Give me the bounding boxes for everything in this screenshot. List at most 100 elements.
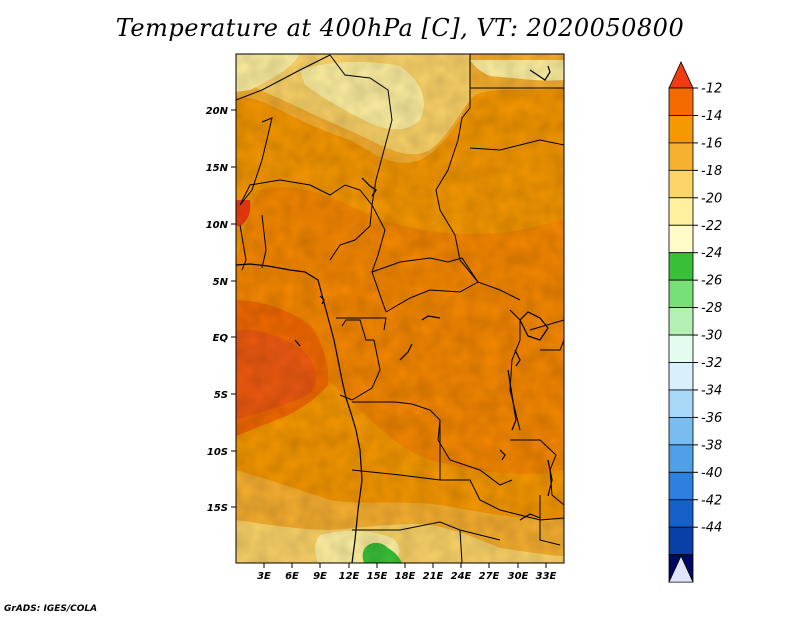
colorbar-box	[668, 416, 694, 446]
border-benin-nigeria	[261, 214, 267, 269]
lake-victoria	[519, 311, 549, 341]
border-uganda-kenya	[529, 319, 564, 331]
border-angola-south	[351, 469, 501, 511]
colorbar-box	[668, 471, 694, 501]
lat-tick-label: 5S	[214, 390, 228, 401]
lat-tick-label: 10N	[206, 220, 229, 231]
border-mali-niger	[239, 117, 273, 206]
island-bioko	[319, 295, 325, 305]
lon-tick-label: 30E	[508, 571, 529, 582]
lake-kariba	[519, 513, 541, 521]
colorbar-box	[668, 526, 694, 556]
colorbar-bottom-arrow	[668, 555, 694, 583]
colorbar-box	[668, 499, 694, 528]
river-congo-b	[399, 343, 413, 361]
border-nigeria-north	[239, 179, 373, 206]
lake-tanganyika	[507, 369, 517, 431]
border-togo	[239, 224, 247, 271]
colorbar-box	[668, 87, 694, 116]
border-namibia-botswana	[352, 521, 501, 541]
border-niger-chad	[329, 54, 393, 206]
lat-axis: 20N 15N 10N 5N EQ 5S 10S 15S	[206, 106, 236, 514]
colorbar-label: -22	[701, 219, 722, 234]
colorbar-box	[668, 142, 694, 171]
border-congo	[339, 339, 381, 401]
lon-tick-label: 18E	[395, 571, 416, 582]
border-car-south	[385, 281, 521, 313]
colorbar-box	[668, 279, 694, 308]
colorbar-box	[668, 197, 694, 226]
lake-kivu	[514, 349, 521, 367]
lat-tick-label: 20N	[206, 106, 229, 117]
colorbar-label: -42	[701, 493, 722, 508]
border-zambia-malawi	[510, 439, 564, 506]
coast-red-sea	[529, 65, 551, 81]
colorbar-label: -12	[701, 82, 722, 97]
lon-tick-label: 12E	[339, 571, 360, 582]
colorbar-label: -30	[701, 329, 722, 344]
border-algeria-niger	[236, 54, 331, 101]
lake-malawi	[547, 459, 553, 497]
border-sudan-south	[469, 139, 564, 151]
colorbar-label: -36	[701, 411, 722, 426]
colorbar-label: -24	[701, 246, 722, 261]
lon-axis: 3E 6E 9E 12E 15E 18E 21E 24E 27E 30E 33E	[257, 563, 557, 582]
colorbar-box	[668, 169, 694, 199]
border-gabon	[341, 319, 374, 341]
country-borders	[236, 54, 564, 563]
border-drc-angola	[352, 401, 513, 486]
lon-tick-label: 9E	[313, 571, 327, 582]
colorbar-label: -38	[701, 438, 722, 453]
grads-credit: GrADS: IGES/COLA	[4, 604, 98, 614]
colorbar: -12 -14 -16 -18 -20 -22 -24 -26 -28 -30 -32 -34 -36 -…	[668, 61, 722, 583]
lat-tick-label: 5N	[213, 277, 229, 288]
colorbar-label: -26	[701, 274, 722, 289]
colorbar-boxes	[668, 61, 694, 583]
lake-chad	[361, 177, 377, 197]
colorbar-box	[668, 444, 694, 473]
lat-tick-label: 15S	[207, 503, 228, 514]
colorbar-label: -20	[701, 191, 722, 206]
colorbar-label: -18	[701, 164, 722, 179]
colorbar-box	[668, 115, 694, 144]
colorbar-label: -32	[701, 356, 722, 371]
lon-tick-label: 3E	[257, 571, 271, 582]
colorbar-label: -14	[701, 109, 722, 124]
border-cameroon-chad	[329, 203, 387, 313]
colorbar-box	[668, 334, 694, 363]
colorbar-box	[668, 389, 694, 418]
colorbar-box	[668, 362, 694, 391]
plot-frame	[235, 53, 565, 564]
lon-tick-label: 15E	[367, 571, 388, 582]
lon-tick-label: 24E	[451, 571, 472, 582]
border-car-north	[371, 257, 479, 283]
border-chad-sudan	[435, 54, 479, 283]
colorbar-label: -16	[701, 136, 722, 151]
colorbar-label: -44	[701, 521, 722, 536]
colorbar-label: -40	[701, 466, 722, 481]
coastlines	[236, 65, 553, 563]
lon-tick-label: 27E	[479, 571, 500, 582]
lon-tick-label: 33E	[536, 571, 557, 582]
colorbar-label: -34	[701, 383, 722, 398]
colorbar-box	[668, 224, 694, 254]
colorbar-labels: -12 -14 -16 -18 -20 -22 -24 -26 -28 -30 -32 -34 -36 -…	[693, 82, 722, 536]
lon-tick-label: 6E	[285, 571, 299, 582]
colorbar-label: -28	[701, 301, 722, 316]
coast-sao-tome	[294, 339, 301, 347]
lat-tick-label: 10S	[207, 447, 228, 458]
lat-tick-label: EQ	[213, 333, 229, 344]
colorbar-top-arrow	[668, 61, 694, 89]
border-botswana	[459, 529, 463, 563]
border-tanzania	[540, 339, 564, 351]
border-zimbabwe	[499, 509, 564, 521]
border-mozambique	[539, 495, 561, 546]
colorbar-box	[668, 252, 694, 281]
coastline-west-africa	[236, 263, 363, 563]
chart-title: Temperature at 400hPa [C], VT: 202005080…	[115, 14, 685, 42]
border-gabon-north	[336, 317, 387, 331]
lat-tick-label: 15N	[206, 163, 229, 174]
shaded-field	[236, 54, 564, 563]
river-congo-a	[421, 315, 441, 321]
